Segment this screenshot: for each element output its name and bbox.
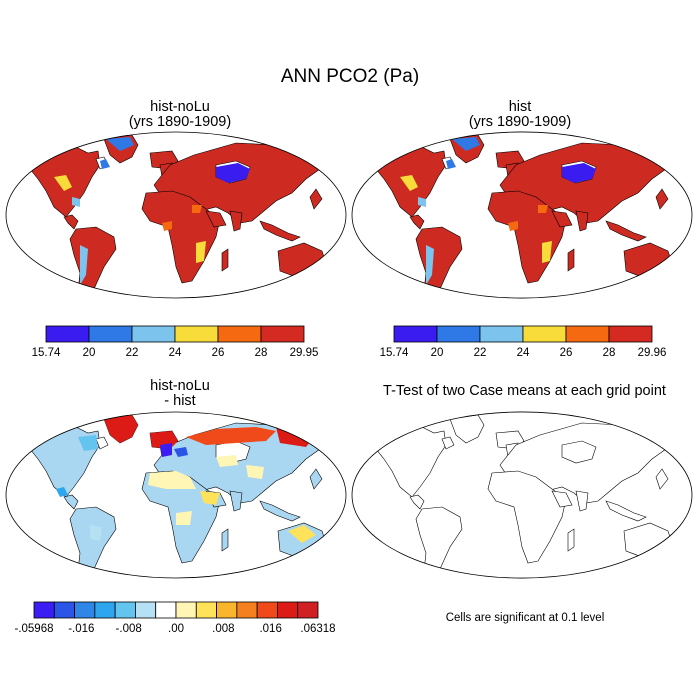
- colorbar-swatch: [236, 601, 258, 619]
- colorbar-tick-label: 22: [126, 347, 139, 359]
- colorbar-swatch: [393, 325, 438, 343]
- colorbar-tick-label: 24: [517, 347, 530, 359]
- colorbar-swatch: [297, 601, 319, 619]
- figure-title: ANN PCO2 (Pa): [280, 66, 420, 87]
- colorbar-swatch: [33, 601, 55, 619]
- colorbar-2: 15.74 20 22 24 26 28 29.96: [380, 325, 667, 359]
- colorbar-swatch: [155, 601, 177, 619]
- colorbar-tick-label: -.05968: [14, 623, 53, 635]
- colorbars: 15.74 20 22 24 26 28 29.95 15.74 20 22 24 26 28 29.96…: [14, 325, 667, 635]
- colorbar-swatch: [131, 325, 176, 343]
- colorbar-swatch: [53, 601, 75, 619]
- map-difference: [5, 411, 347, 579]
- colorbar-tick-label: .06318: [300, 623, 335, 635]
- map-outline: [5, 411, 347, 579]
- colorbar-swatch: [565, 325, 610, 343]
- colorbar-swatch: [522, 325, 567, 343]
- colorbar-tick-label: .008: [212, 623, 234, 635]
- colorbar-tick-label: 28: [603, 347, 616, 359]
- colorbar-tick-label: 15.74: [380, 347, 409, 359]
- colorbar-tick-label: .00: [168, 623, 184, 635]
- colorbar-1: 15.74 20 22 24 26 28 29.95: [32, 325, 319, 359]
- map-hist: [351, 131, 693, 299]
- colorbar-tick-label: 29.95: [290, 347, 319, 359]
- map-panels: [5, 131, 693, 579]
- colorbar-swatch: [114, 601, 136, 619]
- panel-title-line1: hist: [508, 99, 532, 115]
- colorbar-swatch: [88, 325, 133, 343]
- colorbar-tick-label: 26: [212, 347, 225, 359]
- colorbar-swatch: [174, 325, 219, 343]
- colorbar-3: -.05968 -.016 -.008 .00 .008 .016 .06318: [14, 601, 336, 635]
- panel-title-diff: hist-noLu - hist: [60, 379, 300, 409]
- colorbar-tick-label: 20: [431, 347, 444, 359]
- colorbar-swatch: [74, 601, 96, 619]
- colorbar-swatch: [608, 325, 653, 343]
- map-ttest: [351, 411, 693, 579]
- colorbar-swatch: [45, 325, 90, 343]
- panel-title-line2: (yrs 1890-1909): [468, 114, 572, 130]
- map-outline: [351, 411, 693, 579]
- colorbar-swatch: [277, 601, 299, 619]
- colorbar-swatch: [217, 325, 262, 343]
- colorbar-swatch: [256, 601, 278, 619]
- colorbar-tick-label: 22: [474, 347, 487, 359]
- map-outline: [351, 131, 693, 299]
- colorbar-swatch: [479, 325, 524, 343]
- significance-footnote: Cells are significant at 0.1 level: [445, 612, 605, 624]
- panel-title-line2: (yrs 1890-1909): [128, 114, 232, 130]
- panel-title-hist: hist (yrs 1890-1909): [400, 100, 640, 130]
- colorbar-tick-label: -.008: [116, 623, 142, 635]
- panel-title-line2: - hist: [164, 393, 196, 409]
- colorbar-tick-label: 26: [560, 347, 573, 359]
- colorbar-tick-label: 15.74: [32, 347, 61, 359]
- colorbar-swatch: [94, 601, 116, 619]
- panel-title-line1: hist-noLu: [150, 99, 210, 115]
- colorbar-swatch: [260, 325, 305, 343]
- colorbar-swatch: [216, 601, 238, 619]
- colorbar-tick-label: 29.96: [638, 347, 667, 359]
- map-outline: [5, 131, 347, 299]
- colorbar-tick-label: .016: [259, 623, 281, 635]
- panel-title-line1: hist-noLu: [150, 378, 210, 394]
- colorbar-tick-label: 20: [83, 347, 96, 359]
- colorbar-tick-label: -.016: [68, 623, 94, 635]
- panel-title-hist-nolu: hist-noLu (yrs 1890-1909): [60, 100, 300, 130]
- colorbar-swatch: [135, 601, 157, 619]
- colorbar-swatch: [175, 601, 197, 619]
- colorbar-tick-label: 24: [169, 347, 182, 359]
- panel-title-ttest: T-Test of two Case means at each grid po…: [383, 383, 666, 399]
- colorbar-swatch: [195, 601, 217, 619]
- map-hist-nolu: [5, 131, 347, 299]
- colorbar-swatch: [436, 325, 481, 343]
- colorbar-tick-label: 28: [255, 347, 268, 359]
